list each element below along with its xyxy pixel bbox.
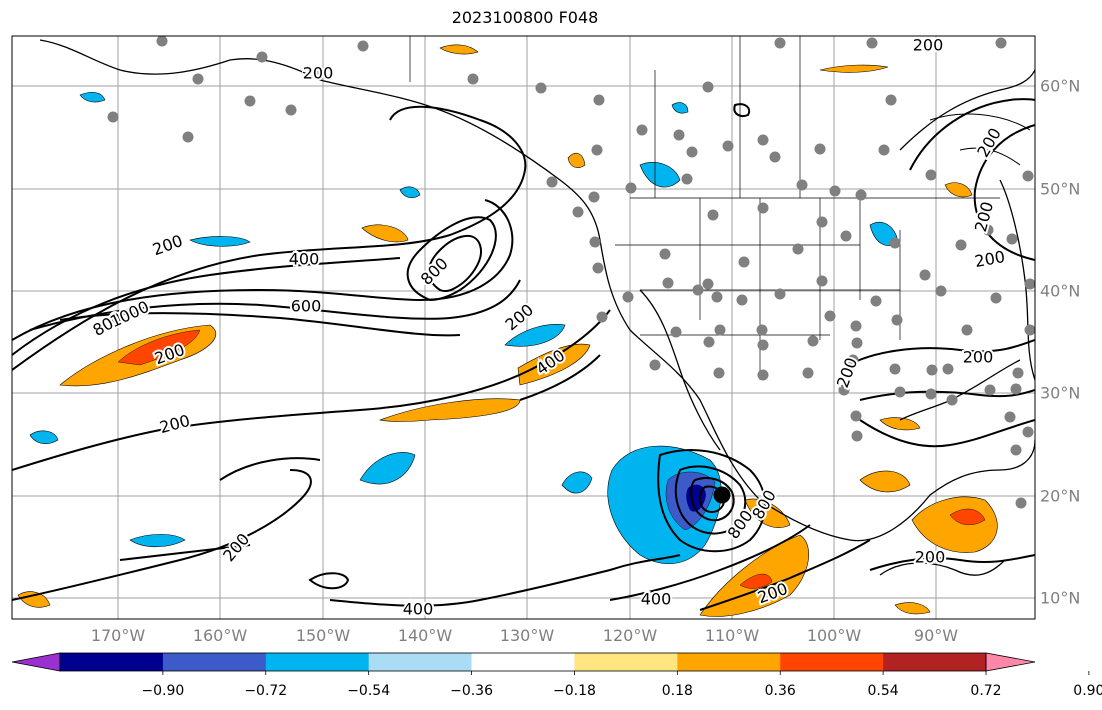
colorbar-swatch — [780, 653, 884, 671]
longitude-label: 110°W — [704, 626, 760, 645]
colorbar-extend-low — [11, 652, 61, 672]
latitude-label: 50°N — [1040, 179, 1081, 199]
map-background — [12, 36, 1035, 619]
coastlines — [39, 39, 1035, 576]
contour-label: 200 — [303, 64, 334, 83]
colorbar-swatch — [677, 653, 781, 671]
latitude-label: 40°N — [1040, 281, 1081, 301]
longitude-label: 100°W — [806, 626, 862, 645]
colorbar-tick-label: 0.72 — [970, 683, 1002, 699]
colorbar-tick-label: 0.54 — [867, 683, 899, 699]
gridlines — [12, 36, 1035, 619]
longitude-label: 90°W — [913, 626, 959, 645]
colorbar-extend-high — [985, 652, 1036, 672]
longitude-label: 120°W — [602, 626, 658, 645]
contour-label: 600 — [291, 297, 322, 316]
colorbar-swatch — [883, 653, 987, 671]
latitude-label: 60°N — [1040, 76, 1081, 96]
contour-label: 200 — [915, 548, 946, 567]
contour-label: 400 — [289, 250, 320, 269]
colorbar-tick-label: −0.54 — [347, 683, 391, 699]
colorbar — [11, 652, 1090, 675]
longitude-label: 170°W — [90, 626, 146, 645]
colorbar-swatch — [471, 653, 575, 671]
colorbar-swatch — [162, 653, 267, 671]
contour-lines — [12, 98, 1035, 611]
latitude-label: 30°N — [1040, 383, 1081, 403]
colorbar-tick-label: 0.18 — [661, 683, 693, 699]
colorbar-tick-label: −0.18 — [552, 683, 596, 699]
longitude-label: 160°W — [192, 626, 248, 645]
map-frame — [11, 35, 1036, 620]
contour-label: 400 — [641, 590, 672, 609]
colorbar-swatch — [265, 653, 370, 671]
colorbar-tick-label: −0.36 — [450, 683, 493, 699]
colorbar-tick-label: −0.72 — [244, 683, 288, 699]
colorbar-swatch — [368, 653, 473, 671]
longitude-label: 150°W — [295, 626, 351, 645]
colorbar-swatch — [60, 653, 164, 671]
shaded-strong-positive-regions — [117, 329, 986, 589]
colorbar-swatch — [574, 653, 678, 671]
contour-label: 400 — [403, 600, 434, 619]
station-markers — [107, 36, 1035, 509]
longitude-label: 140°W — [397, 626, 453, 645]
colorbar-tick-label: −0.90 — [141, 683, 185, 699]
colorbar-tick-label: 0.36 — [764, 683, 796, 699]
colorbar-tick-label: 0.90 — [1073, 683, 1102, 699]
map-title: 2023100800 F048 — [451, 8, 599, 27]
latitude-label: 10°N — [1040, 588, 1081, 608]
colorbar-frame — [59, 652, 987, 672]
contour-label: 200 — [913, 36, 944, 55]
contour-label: 200 — [963, 348, 994, 367]
thin-contour-lines — [929, 113, 1031, 166]
cyclone-center-marker — [713, 486, 731, 504]
latitude-label: 20°N — [1040, 486, 1081, 506]
longitude-label: 130°W — [499, 626, 555, 645]
